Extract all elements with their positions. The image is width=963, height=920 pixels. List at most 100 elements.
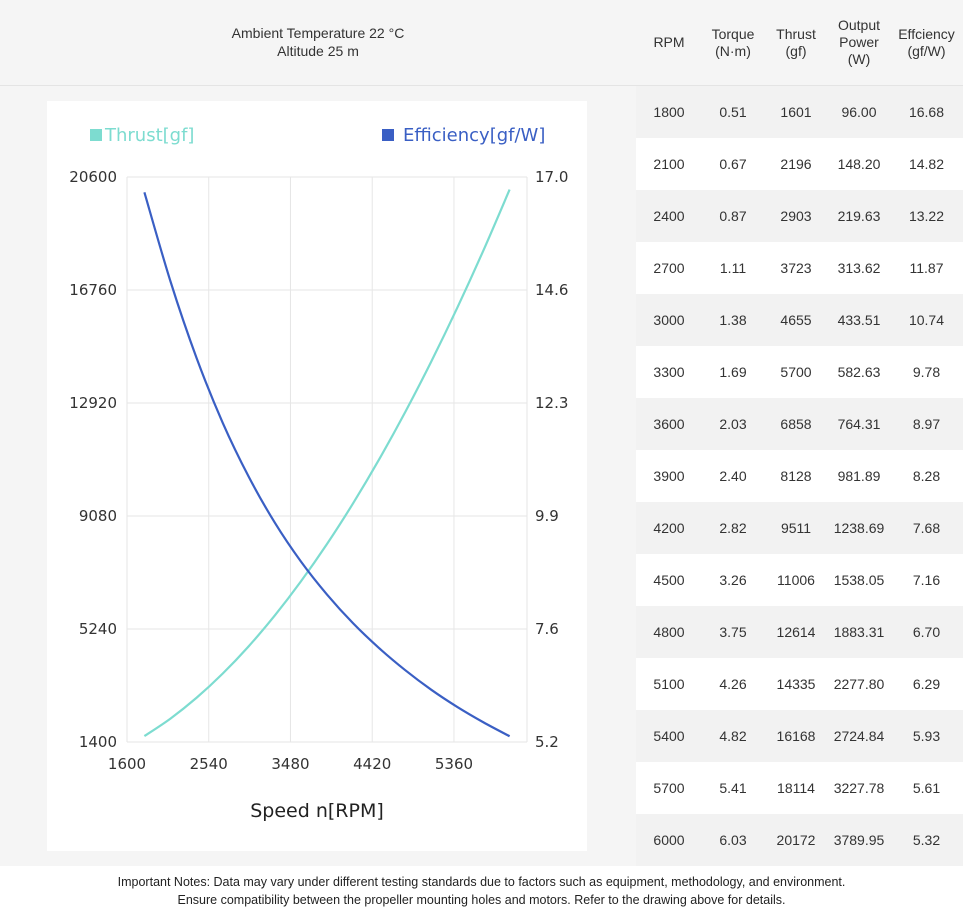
table-cell: 6.29 [912,676,941,692]
table-cell: 96.00 [841,104,877,120]
column-header-line: Thrust [776,25,816,42]
column-header: Torque (N·m) [702,0,764,85]
y-left-tick-label: 20600 [69,168,117,186]
table-cell: 313.62 [837,260,881,276]
table-cell: 5100 [653,676,685,692]
y-left-tick-label: 16760 [69,281,117,299]
data-table: 1800 0.51 1601 96.00 16.68 2100 0.67 2196 148.20… [636,86,963,866]
table-cell: 1.11 [719,260,747,276]
table-cell: 1601 [780,104,812,120]
table-cell: 18114 [777,780,815,796]
x-tick-label: 5360 [435,755,473,773]
table-cell: 5400 [653,728,685,744]
x-tick-label: 4420 [353,755,391,773]
table-cell: 5700 [780,364,812,380]
table-cell: 2700 [653,260,685,276]
table-cell: 2903 [780,208,812,224]
column-header-line: Torque [711,25,755,42]
x-tick-label: 3480 [271,755,309,773]
table-cell: 3.75 [719,624,747,640]
table-cell: 2.82 [719,520,747,536]
table-row: 5100 4.26 14335 2277.80 6.29 [636,658,963,710]
x-axis-label: Speed n[RPM] [250,800,384,822]
table-row: 3000 1.38 4655 433.51 10.74 [636,294,963,346]
table-cell: 14.82 [908,156,945,172]
series-line-efficiency [143,192,511,738]
table-row: 5700 5.41 18114 3227.78 5.61 [636,762,963,814]
table-cell: 2.03 [719,416,747,432]
table-cell: 5.41 [719,780,747,796]
column-header: Output Power (W) [828,0,890,85]
table-cell: 219.63 [837,208,881,224]
table-cell: 5.61 [912,780,941,796]
column-header: Effciency (gf/W) [890,0,963,85]
legend-label-thrust: Thrust[gf] [104,125,194,146]
y-left-tick-label: 12920 [69,394,117,412]
column-header: RPM [636,0,702,85]
table-cell: 6.03 [719,832,747,848]
table-cell: 1.38 [719,312,747,328]
table-cell: 2196 [780,156,812,172]
notes-line-2: Ensure compatibility between the propell… [177,893,786,907]
altitude: Altitude 25 m [277,43,359,59]
table-cell: 5.32 [912,832,941,848]
important-notes: Important Notes: Data may vary under dif… [0,873,963,909]
header-band [0,0,963,86]
y-right-tick-label: 14.6 [535,281,568,299]
performance-chart: 1400 5240 9080 12920 16760 20600 5.2 7.6 9.9 12.3… [69,125,568,822]
table-cell: 1238.69 [833,520,885,536]
y-left-tick-label: 1400 [79,733,117,751]
table-cell: 3300 [653,364,685,380]
x-tick-label: 1600 [108,755,146,773]
table-cell: 3900 [653,468,685,484]
table-cell: 1538.05 [833,572,885,588]
table-cell: 16.68 [908,104,945,120]
table-cell: 9511 [780,520,812,536]
table-cell: 4800 [653,624,685,640]
table-cell: 6.70 [912,624,941,640]
y-left-tick-label: 5240 [79,620,117,638]
y-right-tick-label: 7.6 [535,620,559,638]
table-cell: 7.68 [912,520,941,536]
y-left-tick-label: 9080 [79,507,117,525]
chart-card: 1400 5240 9080 12920 16760 20600 5.2 7.6 9.9 12.3… [47,101,587,851]
legend-swatch-efficiency [382,129,394,141]
ambient-temperature: Ambient Temperature 22 °C [231,25,405,41]
table-row: 2700 1.11 3723 313.62 11.87 [636,242,963,294]
y-right-tick-label: 17.0 [535,168,568,186]
column-header-line: (gf) [785,42,807,59]
table-cell: 14335 [776,676,816,692]
table-row: 3300 1.69 5700 582.63 9.78 [636,346,963,398]
table-cell: 0.87 [719,208,747,224]
y-right-tick-label: 5.2 [535,733,559,751]
table-cell: 11006 [777,572,815,588]
table-cell: 7.16 [912,572,941,588]
legend-swatch-thrust [90,129,102,141]
series-line-thrust [143,189,511,738]
table-row: 3900 2.40 8128 981.89 8.28 [636,450,963,502]
table-cell: 16168 [776,728,816,744]
table-cell: 10.74 [908,312,945,328]
table-cell: 764.31 [837,416,881,432]
table-row: 4200 2.82 9511 1238.69 7.68 [636,502,963,554]
table-cell: 1883.31 [833,624,885,640]
table-row: 6000 6.03 20172 3789.95 5.32 [636,814,963,866]
table-row: 4500 3.26 11006 1538.05 7.16 [636,554,963,606]
table-row: 5400 4.82 16168 2724.84 5.93 [636,710,963,762]
table-cell: 1.69 [719,364,747,380]
table-cell: 3.26 [719,572,747,588]
table-cell: 981.89 [837,468,881,484]
table-cell: 3600 [653,416,685,432]
table-cell: 3000 [653,312,685,328]
column-header-line: (W) [847,51,871,67]
table-cell: 8128 [780,468,812,484]
table-cell: 11.87 [909,260,944,276]
table-cell: 0.67 [719,156,747,172]
table-cell: 433.51 [837,312,881,328]
table-cell: 1800 [653,104,685,120]
column-header-line: Output [837,17,881,33]
table-cell: 8.97 [912,416,941,432]
table-cell: 3227.78 [833,780,885,796]
table-cell: 4655 [780,312,812,328]
table-cell: 6858 [780,416,812,432]
